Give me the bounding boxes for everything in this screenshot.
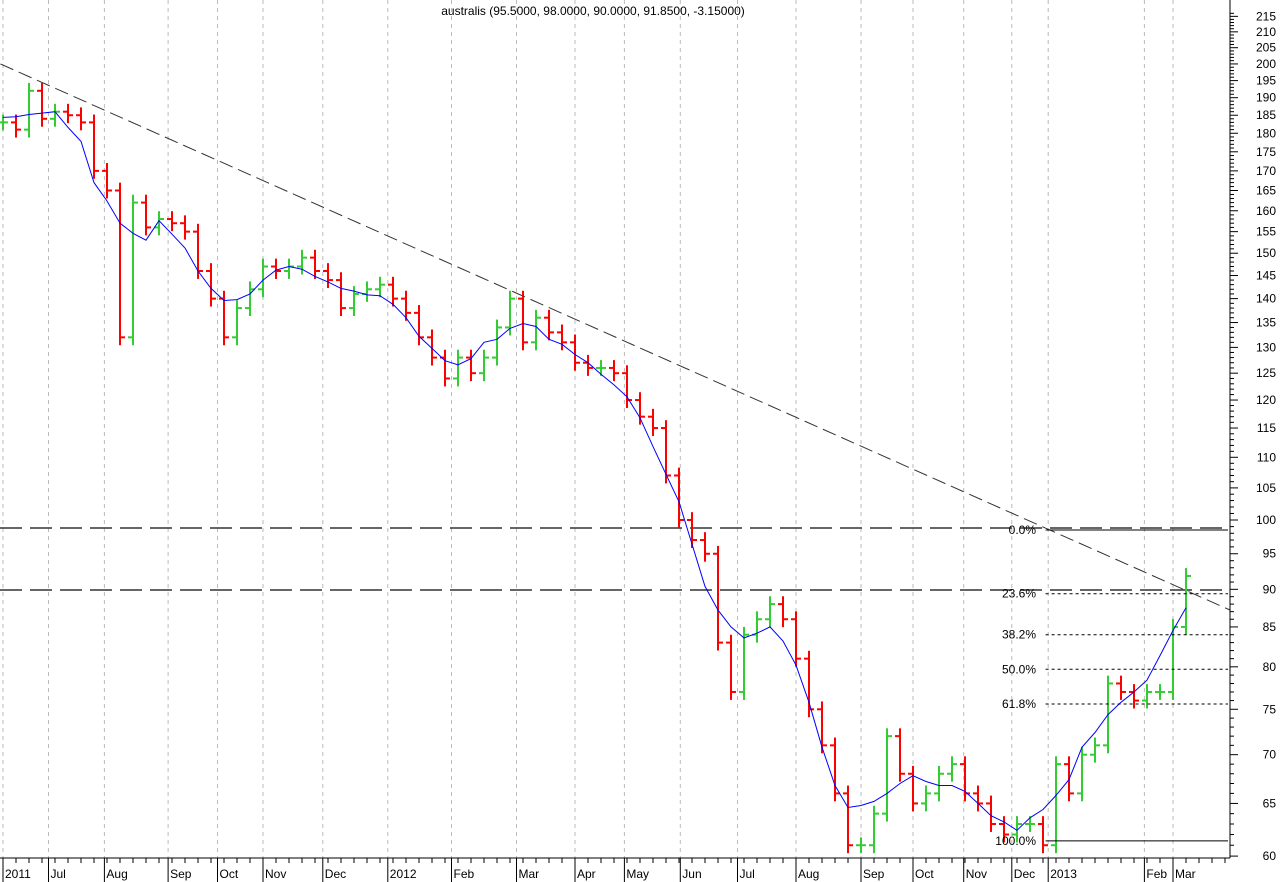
x-tick-label: 2011 [5, 867, 31, 881]
x-tick-label: 2013 [1050, 867, 1077, 881]
y-tick-label: 75 [1263, 702, 1277, 716]
y-tick-label: 145 [1256, 269, 1276, 283]
x-tick-label: Aug [106, 867, 127, 881]
y-tick-label: 115 [1257, 421, 1276, 435]
y-tick-label: 60 [1263, 849, 1277, 863]
y-tick-label: 180 [1256, 126, 1276, 140]
fib-level-label: 61.8% [1002, 697, 1036, 711]
x-tick-label: Nov [265, 867, 286, 881]
y-tick-label: 165 [1256, 184, 1276, 198]
x-tick-label: Jun [682, 867, 701, 881]
y-tick-label: 85 [1263, 620, 1277, 634]
x-tick-label: Sep [170, 867, 192, 881]
y-tick-label: 70 [1263, 748, 1277, 762]
fibonacci-levels: 0.0% 23.6% 38.2% 50.0% 61.8% 100.0% [995, 523, 1228, 848]
y-tick-label: 125 [1256, 366, 1276, 380]
x-tick-label: Apr [577, 867, 596, 881]
y-tick-label: 100 [1256, 513, 1276, 527]
y-tick-label: 210 [1256, 25, 1276, 39]
x-tick-label: Aug [798, 867, 819, 881]
y-tick-label: 120 [1256, 393, 1276, 407]
y-tick-label: 170 [1256, 164, 1276, 178]
x-tick-label: Dec [325, 867, 346, 881]
fib-level-label: 0.0% [1009, 523, 1037, 537]
y-tick-label: 130 [1256, 340, 1276, 354]
y-tick-label: 90 [1263, 582, 1277, 596]
price-bars [0, 82, 1191, 854]
fib-level-label: 23.6% [1002, 587, 1036, 601]
x-tick-label: Oct [915, 867, 934, 881]
x-tick-label: Sep [863, 867, 885, 881]
x-tick-label: Nov [966, 867, 987, 881]
trendline [0, 63, 1231, 611]
y-tick-label: 65 [1263, 796, 1277, 810]
x-tick-label: Dec [1014, 867, 1035, 881]
y-tick-label: 95 [1263, 547, 1277, 561]
y-tick-label: 105 [1256, 481, 1276, 495]
y-tick-label: 195 [1256, 74, 1276, 88]
y-tick-label: 140 [1256, 292, 1276, 306]
y-tick-label: 135 [1256, 316, 1276, 330]
x-tick-label: Mar [519, 867, 540, 881]
x-tick-label: Feb [1146, 867, 1167, 881]
fib-level-label: 38.2% [1002, 628, 1036, 642]
x-axis: 2011 Jul Aug Sep Oct Nov Dec 2012 Feb Mar Apr May Ju… [0, 857, 1230, 882]
y-tick-label: 175 [1256, 145, 1276, 159]
y-tick-label: 190 [1256, 91, 1276, 105]
fib-level-label: 50.0% [1002, 662, 1036, 676]
y-tick-label: 110 [1257, 450, 1276, 464]
y-tick-label: 200 [1256, 57, 1276, 71]
x-tick-label: May [626, 867, 649, 881]
chart-title: australis (95.5000, 98.0000, 90.0000, 91… [441, 4, 745, 18]
grid [2, 0, 1174, 858]
x-tick-label: 2012 [390, 867, 417, 881]
y-tick-label: 160 [1256, 204, 1276, 218]
fib-level-label: 100.0% [995, 834, 1036, 848]
x-tick-label: Mar [1175, 867, 1196, 881]
annotation-lines [0, 63, 1231, 611]
moving-average-line [2, 111, 1187, 831]
y-tick-label: 205 [1256, 41, 1276, 55]
x-tick-label: Oct [220, 867, 239, 881]
y-tick-label: 80 [1263, 660, 1277, 674]
y-tick-label: 155 [1256, 225, 1276, 239]
x-tick-label: Jul [740, 867, 755, 881]
x-tick-label: Jul [51, 867, 66, 881]
x-tick-label: Feb [454, 867, 475, 881]
y-tick-label: 215 [1256, 9, 1276, 23]
y-tick-label: 185 [1256, 108, 1276, 122]
y-tick-label: 150 [1256, 246, 1276, 260]
y-axis: 60 65 70 75 80 85 90 95 100 105 110 115 120 125 130 135… [1229, 0, 1277, 863]
